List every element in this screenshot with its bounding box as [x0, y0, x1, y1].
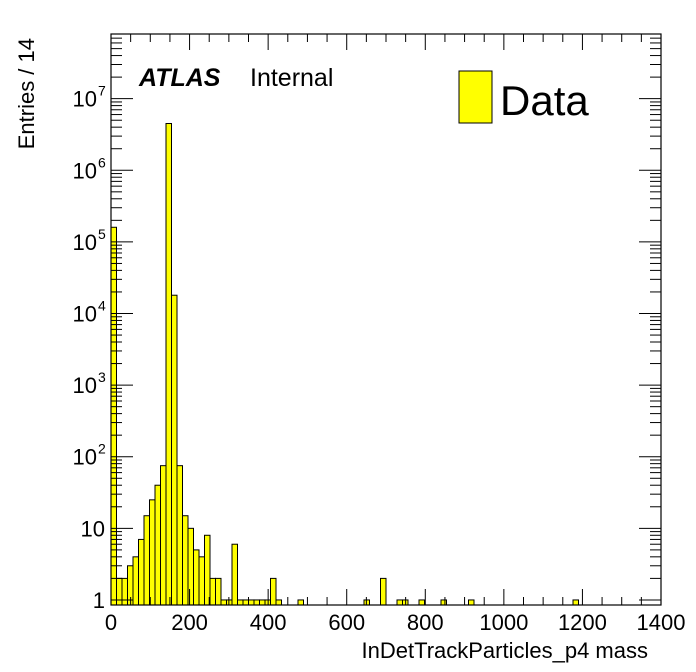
x-tick-label: 1000 — [479, 610, 528, 635]
x-tick-label: 0 — [105, 610, 117, 635]
histogram-bar — [572, 599, 579, 606]
histogram-bar — [165, 123, 172, 606]
histogram-bar — [380, 577, 387, 606]
x-tick-label: 600 — [328, 610, 365, 635]
histogram-bar — [253, 599, 260, 606]
histogram-bar — [110, 226, 117, 606]
y-tick-exponent: 4 — [98, 298, 106, 314]
y-axis-label: Entries / 14 — [14, 38, 39, 149]
x-tick-label: 1400 — [637, 610, 686, 635]
histogram-bar — [187, 527, 194, 606]
y-tick-label: 10 — [81, 516, 105, 541]
y-tick-label: 10 — [73, 445, 97, 470]
y-tick-exponent: 3 — [98, 369, 106, 385]
y-tick-label: 10 — [73, 158, 97, 183]
histogram-bar — [171, 294, 178, 606]
bars-group — [110, 123, 579, 606]
x-tick-label: 800 — [407, 610, 444, 635]
legend: Data — [458, 70, 589, 124]
y-tick-exponent: 6 — [98, 154, 106, 170]
x-tick-label: 1200 — [558, 610, 607, 635]
y-tick-label: 10 — [73, 373, 97, 398]
histogram-bar — [275, 599, 282, 606]
y-tick-label: 1 — [93, 588, 105, 613]
histogram-bar — [231, 543, 238, 606]
y-tick-label: 10 — [73, 87, 97, 112]
histogram-bar — [440, 599, 447, 606]
histogram-bar — [204, 534, 211, 606]
histogram-bar — [198, 556, 205, 606]
histogram-bar — [182, 515, 189, 606]
atlas-label: ATLAS — [138, 64, 221, 92]
y-tick-label: 10 — [73, 302, 97, 327]
y-tick-exponent: 7 — [98, 83, 106, 99]
internal-label: Internal — [250, 64, 333, 92]
x-axis-label: InDetTrackParticles_p4 mass — [361, 638, 648, 663]
histogram-bar — [121, 577, 128, 606]
histogram-bar — [297, 599, 304, 606]
histogram-bar — [176, 465, 183, 606]
histogram-bar — [259, 599, 266, 606]
histogram-bar — [143, 515, 150, 606]
histogram-bar — [193, 549, 200, 606]
histogram-bar — [468, 599, 475, 606]
histogram-bar — [270, 577, 277, 606]
y-tick-label: 10 — [73, 230, 97, 255]
histogram-bar — [154, 484, 161, 606]
x-tick-label: 400 — [250, 610, 287, 635]
y-tick-exponent: 2 — [98, 441, 106, 457]
histogram-bar — [138, 538, 145, 606]
histogram-bar — [220, 599, 227, 606]
histogram-bar — [160, 465, 167, 606]
histogram-bar — [248, 599, 255, 606]
histogram-bar — [237, 599, 244, 606]
histogram-bar — [132, 556, 139, 606]
histogram-bar — [116, 577, 123, 606]
histogram-bar — [215, 577, 222, 606]
x-tick-label: 200 — [171, 610, 208, 635]
y-tick-exponent: 5 — [98, 226, 106, 242]
histogram-bar — [396, 599, 403, 606]
histogram-bar — [209, 577, 216, 606]
legend-swatch — [458, 70, 493, 124]
histogram-bar — [418, 599, 425, 606]
legend-entry-data: Data — [500, 77, 589, 124]
histogram-bar — [149, 499, 156, 606]
histogram-bar — [242, 599, 249, 606]
